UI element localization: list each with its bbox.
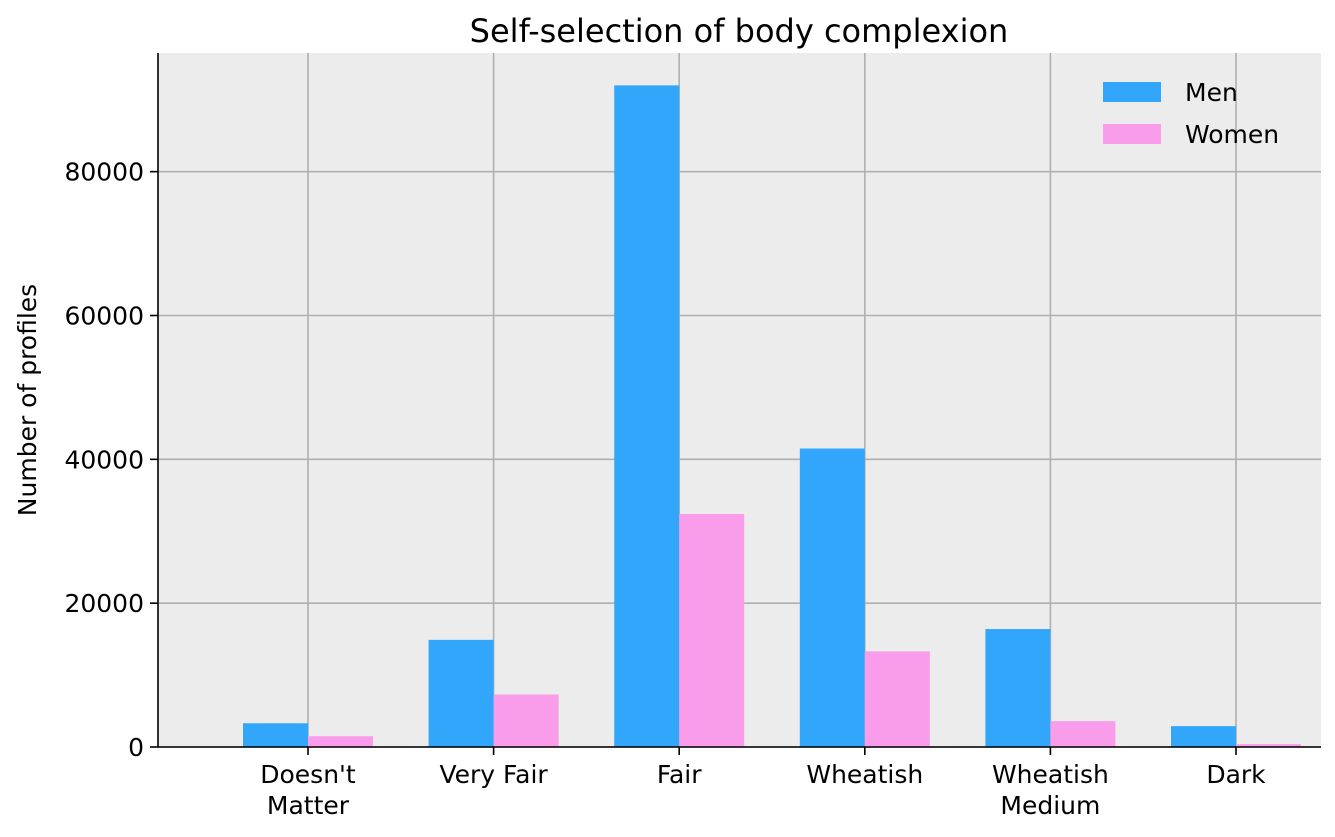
legend-label-men: Men xyxy=(1185,78,1238,107)
x-tick-label: Dark xyxy=(1206,760,1266,789)
x-tick-label: Medium xyxy=(1000,791,1100,820)
y-tick-label: 20000 xyxy=(64,589,144,618)
bar-men-2 xyxy=(614,85,680,748)
bar-men-1 xyxy=(428,639,494,747)
y-tick-label: 40000 xyxy=(64,445,144,474)
bar-women-2 xyxy=(679,513,745,747)
bar-women-0 xyxy=(308,736,373,747)
bar-men-4 xyxy=(985,629,1051,747)
bar-women-5 xyxy=(1236,744,1301,747)
bar-men-0 xyxy=(243,723,308,747)
y-tick-label: 0 xyxy=(128,733,144,762)
legend-swatch-men xyxy=(1103,82,1161,102)
x-tick-label: Fair xyxy=(657,760,702,789)
x-tick-label: Very Fair xyxy=(439,760,548,789)
x-tick-label: Doesn't xyxy=(260,760,356,789)
y-axis-label: Number of profiles xyxy=(13,284,42,516)
axes xyxy=(157,53,1321,748)
bar-men-3 xyxy=(799,448,865,747)
x-tick-label: Wheatish xyxy=(806,760,923,789)
y-tick-label: 80000 xyxy=(64,158,144,187)
bar-women-3 xyxy=(864,651,930,747)
x-tick-label: Wheatish xyxy=(992,760,1109,789)
bar-men-5 xyxy=(1171,726,1236,747)
legend-swatch-women xyxy=(1103,124,1161,144)
bars xyxy=(243,85,1301,748)
y-ticks: 0 20000 40000 60000 80000 xyxy=(64,158,158,762)
bar-women-4 xyxy=(1050,721,1116,747)
legend: Men Women xyxy=(1103,78,1279,149)
chart-title: Self-selection of body complexion xyxy=(470,12,1009,50)
x-tick-label: Matter xyxy=(267,791,350,820)
bar-women-1 xyxy=(493,694,559,747)
legend-label-women: Women xyxy=(1185,120,1279,149)
y-tick-label: 60000 xyxy=(64,301,144,330)
